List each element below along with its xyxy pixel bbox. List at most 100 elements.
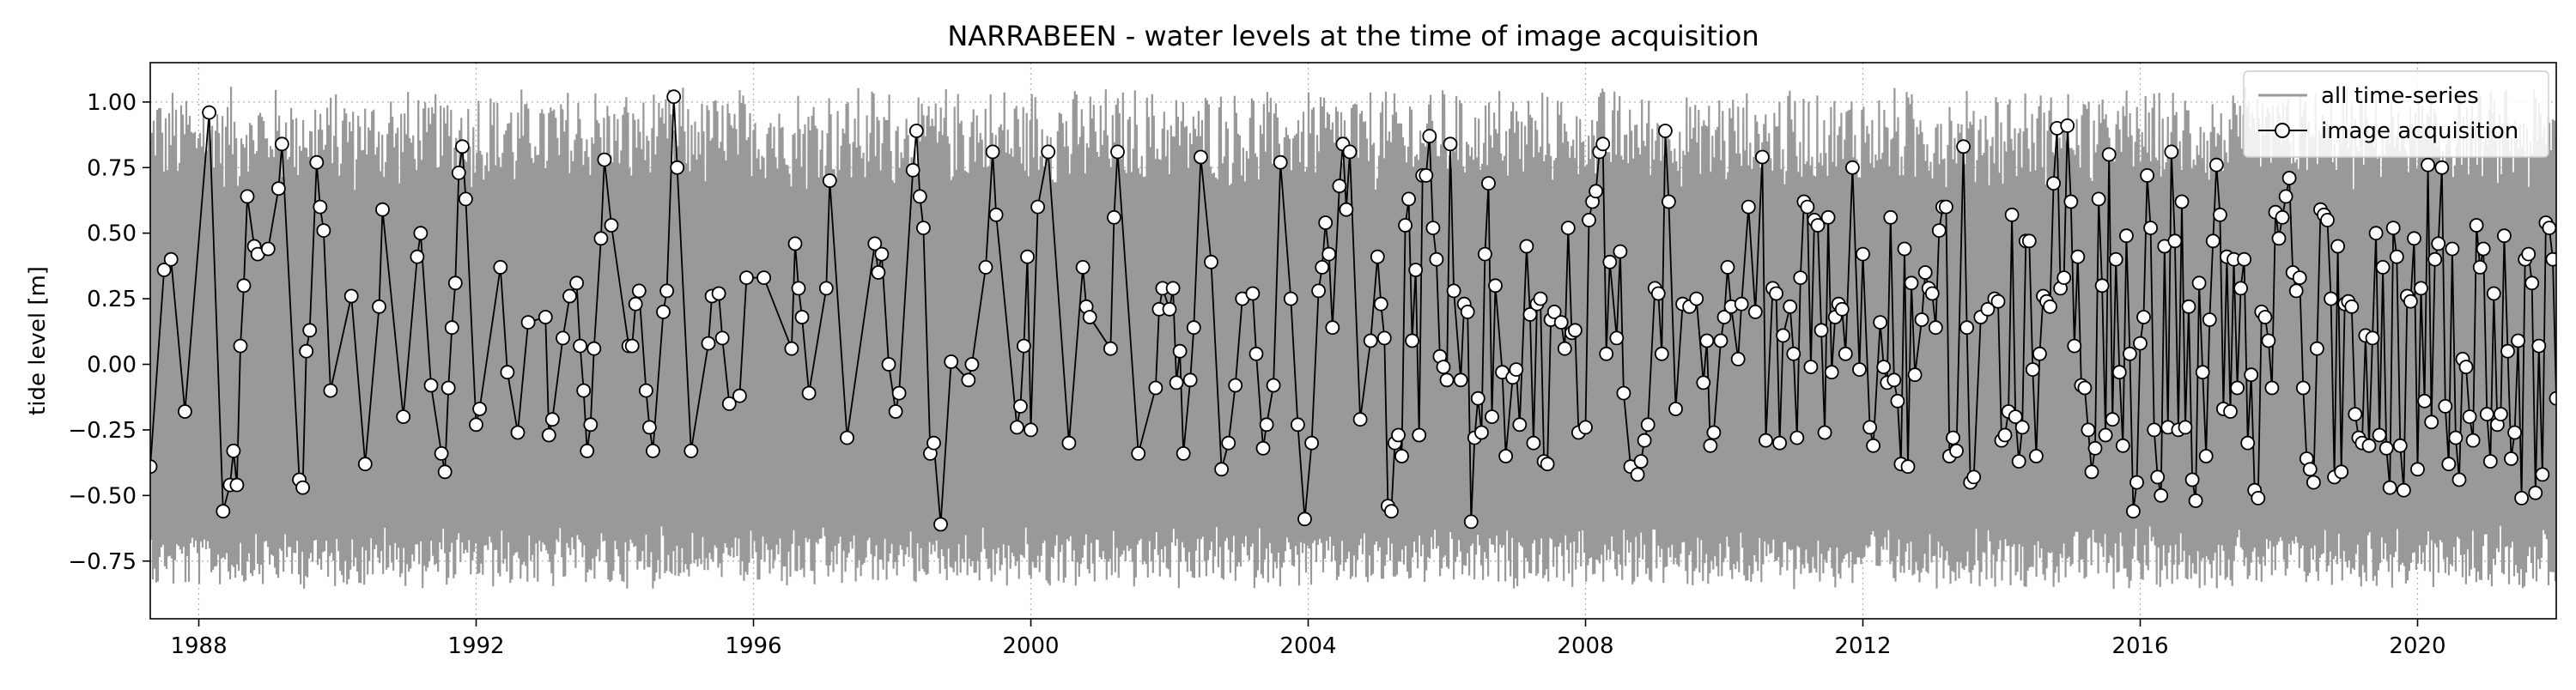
image-acquisition-point xyxy=(646,444,660,458)
image-acquisition-point xyxy=(226,444,241,458)
image-acquisition-point xyxy=(1020,249,1035,264)
image-acquisition-point xyxy=(2421,157,2436,172)
image-acquisition-point xyxy=(1741,199,1756,215)
image-acquisition-point xyxy=(2108,251,2123,267)
image-acquisition-point xyxy=(343,288,359,304)
image-acquisition-point xyxy=(2309,341,2324,356)
image-acquisition-point xyxy=(396,409,411,425)
image-acquisition-point xyxy=(455,139,470,154)
image-acquisition-point xyxy=(1616,385,1631,401)
image-acquisition-point xyxy=(2348,407,2363,422)
image-acquisition-point xyxy=(2278,189,2293,204)
image-acquisition-point xyxy=(573,338,587,354)
image-acquisition-point xyxy=(2244,367,2259,383)
image-acquisition-point xyxy=(1315,259,1330,275)
image-acquisition-point xyxy=(202,105,217,120)
image-acquisition-point xyxy=(1734,296,1749,312)
legend: all time-series image acquisition xyxy=(2243,70,2549,158)
image-acquisition-point xyxy=(1488,278,1503,294)
legend-all-timeseries-label: all time-series xyxy=(2321,83,2479,109)
image-acquisition-point xyxy=(2448,430,2464,445)
image-acquisition-point xyxy=(912,189,927,204)
image-acquisition-point xyxy=(1876,360,1892,375)
image-acquisition-point xyxy=(2414,281,2428,296)
image-acquisition-point xyxy=(1291,417,1305,433)
image-acquisition-point xyxy=(1650,286,1666,301)
image-acquisition-point xyxy=(2118,228,2134,244)
image-acquisition-point xyxy=(2025,362,2040,378)
image-acquisition-point xyxy=(1422,129,1437,144)
image-acquisition-point xyxy=(569,275,584,291)
image-acquisition-point xyxy=(2344,299,2360,314)
image-acquisition-point xyxy=(1716,310,1732,324)
image-acquisition-point xyxy=(295,480,311,495)
image-acquisition-point xyxy=(444,320,459,336)
image-acquisition-point xyxy=(1384,504,1399,519)
image-acquisition-point xyxy=(1478,246,1492,262)
image-acquisition-point xyxy=(2043,299,2057,314)
image-acquisition-point xyxy=(2368,226,2384,241)
image-acquisition-point xyxy=(1883,209,1899,225)
image-acquisition-point xyxy=(1540,457,1555,472)
image-acquisition-point xyxy=(791,281,806,296)
image-acquisition-point xyxy=(927,435,941,451)
image-acquisition-point xyxy=(701,336,716,351)
image-acquisition-point xyxy=(1342,144,1358,160)
image-acquisition-point xyxy=(1633,454,1649,469)
image-acquisition-point xyxy=(1820,209,1836,225)
image-acquisition-point xyxy=(459,191,473,207)
x-tick-label: 2004 xyxy=(1279,633,1336,659)
image-acquisition-point xyxy=(1391,427,1406,443)
image-acquisition-point xyxy=(1838,346,1853,361)
image-acquisition-point xyxy=(2407,231,2421,246)
image-acquisition-point xyxy=(908,124,924,138)
image-acquisition-point xyxy=(299,343,314,359)
image-acquisition-point xyxy=(2174,194,2190,209)
image-acquisition-point xyxy=(375,202,390,217)
image-acquisition-point xyxy=(2486,286,2501,301)
plot-area-frame xyxy=(149,62,2557,620)
image-acquisition-point xyxy=(2382,480,2397,495)
image-acquisition-point xyxy=(372,299,386,314)
image-acquisition-point xyxy=(216,504,231,519)
image-acquisition-point xyxy=(1526,435,1541,451)
image-acquisition-point xyxy=(1339,202,1354,217)
image-acquisition-point xyxy=(624,338,640,354)
image-acquisition-point xyxy=(576,383,592,398)
image-acquisition-point xyxy=(2302,462,2318,477)
image-acquisition-point xyxy=(1470,390,1485,406)
image-acquisition-point xyxy=(1162,301,1177,317)
image-acquisition-point xyxy=(2385,221,2401,236)
image-acquisition-point xyxy=(597,152,612,167)
image-acquisition-point xyxy=(1866,438,1881,453)
y-tick-label: 0.75 xyxy=(87,155,137,181)
image-acquisition-point xyxy=(867,236,883,251)
image-acquisition-point xyxy=(2237,251,2252,267)
image-acquisition-point xyxy=(2441,457,2457,472)
image-acquisition-point xyxy=(1599,346,1614,361)
x-tick-label: 1992 xyxy=(447,633,504,659)
image-acquisition-point xyxy=(1370,249,1385,264)
image-acquisition-point xyxy=(2361,438,2377,453)
image-acquisition-point xyxy=(2496,228,2512,244)
image-acquisition-point xyxy=(1249,346,1264,361)
image-acquisition-point xyxy=(2392,438,2408,453)
image-acquisition-point xyxy=(1519,239,1534,254)
image-acquisition-point xyxy=(2143,221,2159,236)
image-acquisition-point xyxy=(2111,365,2127,380)
y-tick-label: 0.25 xyxy=(87,287,137,312)
image-acquisition-point xyxy=(1772,435,1788,451)
image-acquisition-point xyxy=(1776,328,1791,343)
image-acquisition-point xyxy=(1609,330,1625,346)
image-acquisition-point xyxy=(739,270,754,286)
image-acquisition-point xyxy=(1706,425,1722,440)
image-acquisition-point xyxy=(2067,338,2082,354)
image-acquisition-point xyxy=(631,283,647,299)
image-acquisition-point xyxy=(1938,199,1953,215)
image-acquisition-point xyxy=(2087,440,2103,456)
image-acquisition-point xyxy=(1412,427,1427,443)
image-acquisition-point xyxy=(1640,417,1656,433)
image-acquisition-point xyxy=(1512,417,1528,433)
image-acquisition-point xyxy=(177,404,192,419)
image-acquisition-point xyxy=(2365,330,2380,346)
